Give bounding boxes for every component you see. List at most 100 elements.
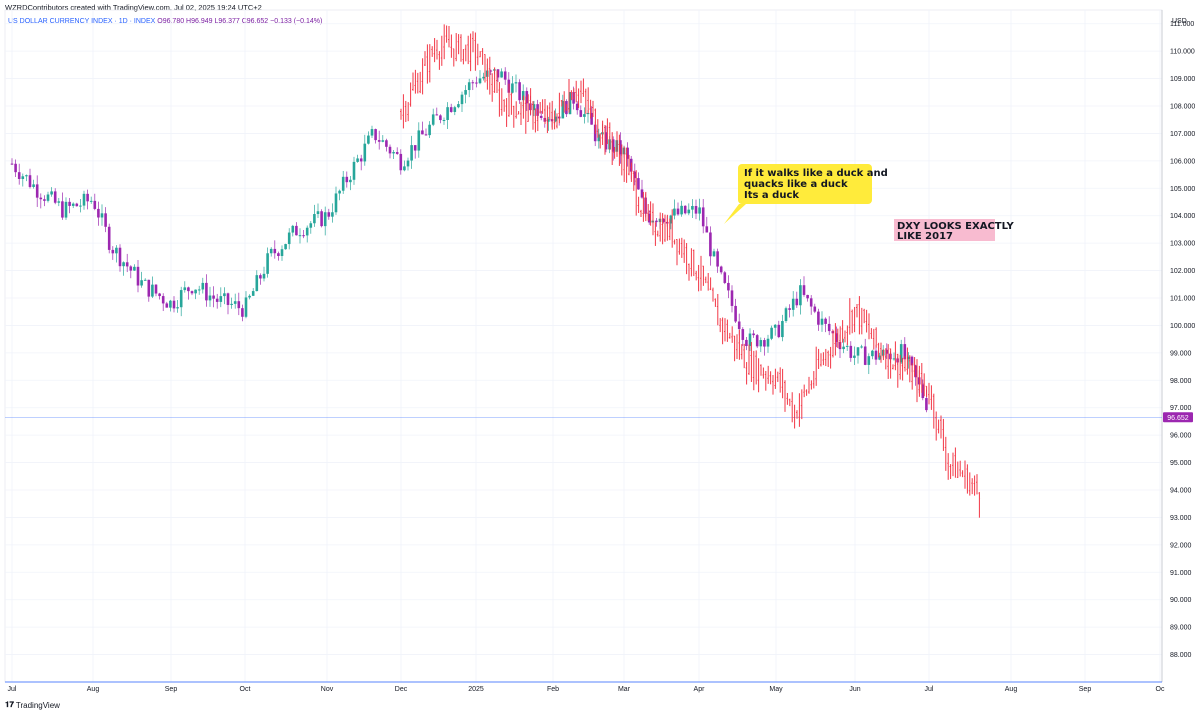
x-tick-label: Aug — [87, 686, 100, 693]
candle-body — [359, 158, 363, 162]
x-tick-label: Oc — [1156, 686, 1165, 693]
candle-body — [421, 130, 424, 135]
candle-body — [82, 193, 86, 206]
candle-body — [784, 308, 788, 322]
candle-body — [305, 227, 309, 236]
candle-body — [734, 305, 737, 322]
y-tick-label: 111.000 — [1170, 21, 1194, 28]
candle-body — [68, 201, 71, 206]
candle-body — [547, 119, 550, 122]
currency-label: USD — [1172, 18, 1187, 25]
candle-body — [417, 130, 421, 151]
candle-body — [669, 215, 673, 224]
candle-body — [835, 333, 838, 342]
candle-body — [241, 308, 244, 317]
candle-body — [676, 208, 680, 215]
candle-body — [583, 114, 586, 117]
candle-body — [381, 140, 385, 142]
candle-body — [424, 134, 428, 136]
candle-body — [727, 282, 730, 291]
last-price-tag: 96.652 — [1163, 412, 1193, 423]
candle-body — [799, 285, 802, 306]
candle-body — [723, 272, 727, 283]
candle-body — [89, 200, 93, 202]
symbol-legend[interactable]: US DOLLAR CURRENCY INDEX · 1D · INDEX O9… — [8, 18, 322, 25]
candle-body — [586, 112, 590, 115]
candle-body — [183, 287, 187, 291]
candle-body — [561, 101, 565, 119]
candle-body — [35, 184, 39, 198]
candle-body — [244, 297, 248, 317]
candle-body — [716, 251, 719, 267]
candle-body — [215, 298, 219, 302]
candle-body — [457, 104, 460, 108]
candle-body — [442, 119, 446, 121]
candle-body — [683, 205, 687, 214]
candle-body — [446, 107, 449, 120]
candle-body — [925, 398, 928, 411]
candle-body — [266, 253, 269, 274]
candle-body — [388, 146, 392, 154]
candle-body — [478, 78, 482, 84]
candle-body — [766, 338, 770, 347]
candle-body — [161, 296, 165, 304]
candle-body — [291, 225, 295, 233]
svg-text:DXY LOOKS EXACTLY LIKE 2: DXY LOOKS EXACTLY LIKE 2017 — [897, 221, 1017, 242]
candle-body — [165, 303, 169, 308]
candle-body — [43, 199, 46, 201]
y-tick-label: 89.000 — [1170, 625, 1192, 632]
x-tick-label: Dec — [395, 686, 408, 693]
candle-body — [255, 275, 259, 292]
overlay-series — [400, 24, 982, 518]
candle-body — [104, 213, 107, 227]
candle-body — [100, 213, 104, 218]
chart-credit: WZRDContributors created with TradingVie… — [5, 3, 262, 12]
candle-body — [136, 266, 140, 286]
candle-body — [626, 147, 629, 159]
candle-body — [637, 178, 640, 190]
candle-body — [687, 209, 691, 214]
y-tick-label: 102.000 — [1170, 268, 1195, 275]
candle-body — [914, 365, 917, 378]
candle-body — [309, 223, 313, 228]
candle-body — [97, 208, 100, 218]
candle-body — [745, 339, 748, 347]
y-tick-label: 92.000 — [1170, 542, 1192, 549]
candle-body — [575, 103, 579, 111]
candle-body — [205, 282, 208, 301]
candle-body — [752, 333, 755, 336]
candle-body — [701, 207, 705, 227]
candle-body — [53, 191, 57, 203]
candle-body — [802, 285, 806, 295]
candle-body — [86, 193, 89, 202]
candle-body — [334, 193, 338, 213]
candle-body — [737, 321, 741, 330]
candle-body — [709, 232, 712, 257]
x-tick-label: Aug — [1005, 686, 1018, 693]
candle-body — [619, 140, 622, 155]
candle-body — [878, 355, 881, 360]
tradingview-logo[interactable]: 𝟏𝟕 TradingView — [5, 700, 60, 710]
x-tick-label: Nov — [321, 686, 334, 693]
candle-body — [32, 184, 35, 187]
svg-text:If it walks like a duck and: If it walks like a duck and quacks like … — [744, 168, 891, 201]
candle-body — [302, 235, 305, 237]
y-tick-label: 104.000 — [1170, 213, 1195, 220]
candle-body — [496, 69, 500, 78]
candle-body — [287, 232, 291, 245]
chart-grid — [4, 9, 1163, 683]
candle-body — [298, 235, 302, 237]
y-tick-label: 88.000 — [1170, 652, 1192, 659]
candle-body — [176, 307, 179, 309]
candle-body — [25, 175, 28, 177]
candle-body — [817, 311, 820, 325]
candle-body — [190, 291, 194, 294]
candle-body — [892, 358, 896, 360]
candle-body — [903, 344, 907, 360]
dxy-line-1: DXY LOOKS EXACTLY — [897, 221, 1014, 232]
candle-body — [363, 143, 367, 162]
candle-body — [356, 158, 359, 162]
candle-body — [568, 92, 572, 115]
candle-body — [694, 206, 698, 214]
